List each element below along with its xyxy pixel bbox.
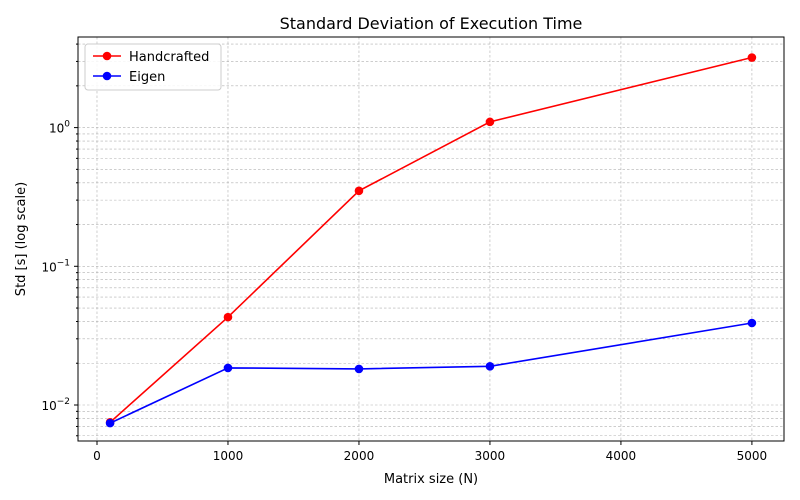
data-point-handcrafted [354, 186, 364, 196]
x-tick-label: 1000 [213, 449, 244, 463]
y-tick-label-exponent: 0 [64, 120, 70, 130]
data-point-handcrafted [485, 117, 495, 127]
x-tick-label: 3000 [475, 449, 506, 463]
y-tick-label-base: 10 [41, 399, 56, 413]
y-tick-label: 10−1 [41, 258, 70, 274]
x-tick-label: 0 [93, 449, 101, 463]
series-line-eigen [109, 322, 753, 424]
y-tick-label: 10−2 [41, 397, 70, 413]
chart-title: Standard Deviation of Execution Time [280, 14, 583, 33]
legend-label-eigen: Eigen [129, 70, 165, 85]
data-point-eigen [223, 363, 233, 373]
plot-frame [77, 36, 785, 442]
x-axis-label: Matrix size (N) [384, 472, 478, 487]
y-tick-label-exponent: −2 [57, 397, 70, 407]
y-axis-label: Std [s] (log scale) [14, 182, 29, 296]
x-tick-label: 2000 [344, 449, 375, 463]
x-tick-label: 5000 [737, 449, 768, 463]
plot-series [105, 53, 757, 428]
y-tick-label-exponent: −1 [57, 258, 70, 268]
data-point-eigen [747, 318, 757, 328]
y-tick-label: 100 [49, 120, 70, 136]
data-point-handcrafted [223, 312, 233, 322]
legend: Handcrafted Eigen [84, 43, 222, 91]
data-point-eigen [105, 418, 115, 428]
y-tick-label-base: 10 [49, 122, 64, 136]
data-point-eigen [485, 362, 495, 371]
grid [78, 37, 784, 441]
legend-label-handcrafted: Handcrafted [129, 50, 209, 65]
data-point-eigen [354, 364, 364, 374]
x-tick-label: 4000 [606, 449, 637, 463]
y-tick-label-base: 10 [41, 260, 56, 274]
legend-marker-eigen [102, 71, 112, 81]
data-point-handcrafted [747, 53, 757, 62]
legend-marker-handcrafted [102, 51, 112, 61]
